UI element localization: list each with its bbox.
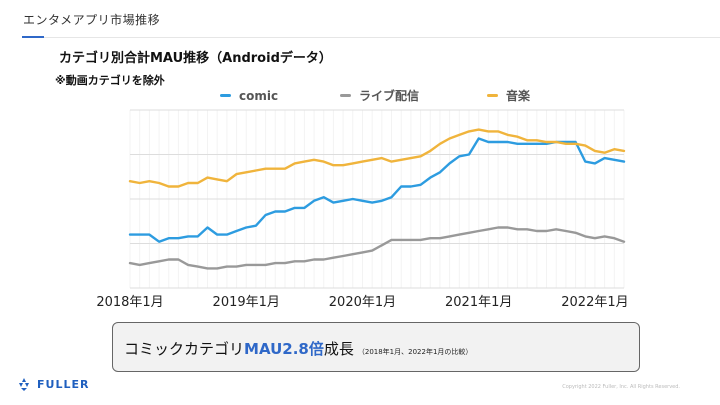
series-line-ライブ配信 [128, 226, 626, 270]
x-tick-label: 2021年1月 [445, 295, 512, 310]
callout-highlight: MAU2.8倍 [244, 340, 324, 358]
series-line-音楽 [128, 128, 626, 188]
legend-swatch-comic [220, 94, 231, 97]
brand-logo: FULLER [17, 377, 89, 391]
mau-line-chart: comic ライブ配信 音楽 2018年1月 2019年1月 2020年1月 2021年1… [96, 88, 628, 310]
legend-label-comic: comic [239, 89, 278, 103]
x-tick-label: 2019年1月 [213, 295, 280, 310]
callout-prefix: コミックカテゴリ [124, 340, 245, 358]
copyright-text: Copyright 2022 Fuller, Inc. All Rights R… [562, 384, 680, 390]
chart-subtitle: ※動画カテゴリを除外 [55, 74, 165, 87]
page-header-title: エンタメアプリ市場推移 [23, 13, 161, 27]
brand-name: FULLER [37, 377, 90, 391]
legend-label-ライブ配信: ライブ配信 [359, 88, 419, 103]
legend-swatch-ライブ配信 [340, 94, 351, 97]
x-tick-label: 2018年1月 [96, 295, 163, 310]
series-line-comic [128, 137, 626, 243]
fuller-logo-icon [19, 378, 29, 391]
x-axis-ticks: 2018年1月 2019年1月 2020年1月 2021年1月 2022年1月 [96, 295, 628, 310]
x-tick-label: 2022年1月 [561, 295, 628, 310]
chart-grid [129, 109, 625, 289]
header-accent-rule [22, 36, 44, 38]
legend-label-音楽: 音楽 [506, 88, 531, 103]
x-tick-label: 2020年1月 [329, 295, 396, 310]
callout-note: （2018年1月、2022年1月の比較） [357, 348, 473, 356]
summary-callout: コミックカテゴリMAU2.8倍成長 （2018年1月、2022年1月の比較） [112, 322, 640, 372]
callout-text: コミックカテゴリMAU2.8倍成長 （2018年1月、2022年1月の比較） [124, 338, 472, 359]
chart-legend: comic ライブ配信 音楽 [220, 88, 531, 103]
header-divider [44, 36, 720, 38]
chart-series [128, 128, 626, 270]
callout-suffix: 成長 [323, 340, 354, 358]
chart-title: カテゴリ別合計MAU推移（Androidデータ） [59, 51, 332, 66]
legend-swatch-音楽 [487, 94, 498, 97]
